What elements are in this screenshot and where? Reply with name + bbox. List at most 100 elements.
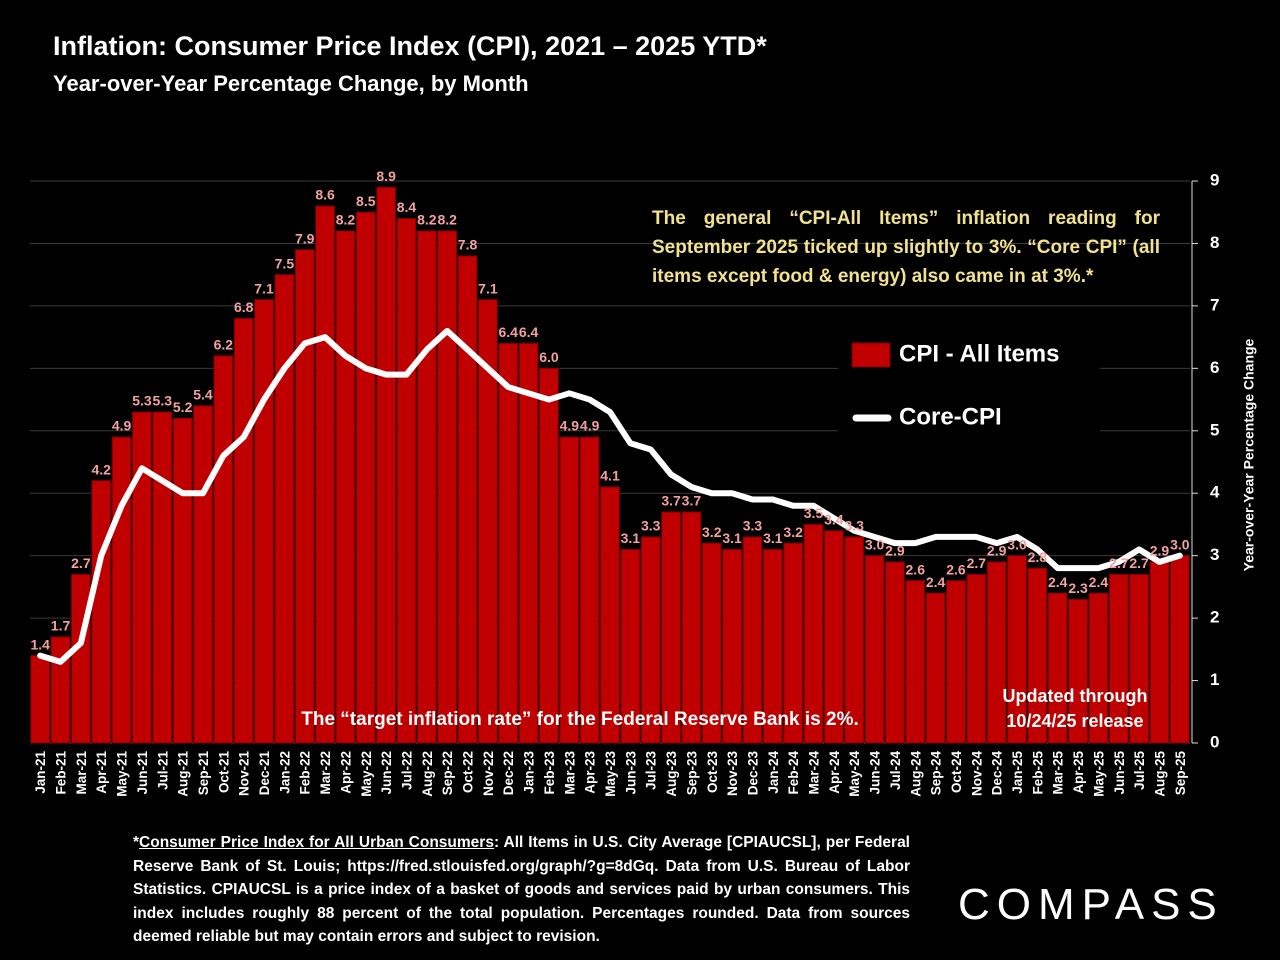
bar bbox=[478, 299, 498, 744]
legend-label: CPI - All Items bbox=[899, 340, 1059, 367]
bar bbox=[1027, 567, 1048, 744]
data-label: 4.9 bbox=[112, 418, 132, 434]
x-tick-label: Nov-22 bbox=[481, 751, 496, 796]
x-tick-label: Nov-24 bbox=[969, 751, 984, 797]
data-label: 5.2 bbox=[173, 399, 193, 415]
bar bbox=[254, 299, 274, 744]
bar bbox=[1047, 592, 1068, 744]
bar bbox=[885, 561, 905, 744]
logo: COMPASS bbox=[958, 880, 1224, 929]
y-axis-title: Year-over-Year Percentage Change bbox=[1241, 338, 1257, 571]
bar bbox=[111, 436, 132, 744]
data-label: 7.1 bbox=[478, 280, 498, 296]
x-tick-label: Mar-25 bbox=[1051, 751, 1066, 795]
x-tick-label: Jun-25 bbox=[1112, 751, 1127, 795]
x-tick-label: Sep-23 bbox=[684, 751, 699, 796]
x-tick-label: Apr-24 bbox=[827, 751, 842, 794]
x-tick-label: Dec-22 bbox=[501, 751, 516, 795]
chart-subtitle: Year-over-Year Percentage Change, by Mon… bbox=[53, 71, 529, 96]
bar bbox=[803, 523, 824, 744]
y-tick-label: 9 bbox=[1210, 170, 1219, 189]
bar bbox=[986, 561, 1007, 744]
bar bbox=[132, 411, 152, 744]
data-label: 7.9 bbox=[295, 230, 315, 246]
bar bbox=[355, 211, 376, 744]
footnote-mark: * bbox=[133, 834, 140, 851]
x-tick-label: Dec-24 bbox=[990, 751, 1005, 796]
data-label: 8.9 bbox=[376, 168, 396, 184]
x-tick-label: May-21 bbox=[115, 751, 130, 797]
data-label: 6.0 bbox=[539, 349, 559, 365]
core-cpi-line bbox=[37, 327, 1183, 665]
data-label: 3.3 bbox=[743, 518, 763, 534]
data-label: 5.3 bbox=[153, 393, 173, 409]
x-tick-label: Sep-24 bbox=[929, 751, 944, 796]
data-label: 3.1 bbox=[621, 530, 641, 546]
chart-title: Inflation: Consumer Price Index (CPI), 2… bbox=[53, 31, 767, 61]
footnote-source: Consumer Price Index for All Urban Consu… bbox=[139, 834, 494, 851]
data-label: 3.4 bbox=[824, 511, 844, 527]
x-tick-label: Jan-23 bbox=[522, 751, 537, 794]
bar bbox=[844, 536, 865, 744]
x-tick-label: Feb-23 bbox=[542, 751, 557, 795]
bar bbox=[376, 186, 397, 744]
x-tick-label: May-24 bbox=[847, 751, 862, 797]
x-tick-label: Jul-24 bbox=[888, 751, 903, 791]
x-tick-label: Apr-23 bbox=[583, 751, 598, 794]
bar bbox=[783, 542, 804, 744]
data-label: 3.3 bbox=[844, 518, 864, 534]
bar bbox=[864, 555, 885, 744]
x-tick-label: Mar-24 bbox=[807, 751, 822, 795]
x-tick-label: Nov-21 bbox=[237, 751, 252, 797]
x-tick-label: Jul-21 bbox=[155, 751, 170, 791]
x-tick-label: Dec-21 bbox=[257, 751, 272, 796]
x-tick-label: Jul-22 bbox=[399, 751, 414, 790]
y-tick-label: 8 bbox=[1210, 233, 1219, 252]
bar bbox=[416, 230, 437, 744]
data-label: 2.3 bbox=[1068, 580, 1088, 596]
data-label: 5.3 bbox=[132, 393, 152, 409]
x-tick-label: Apr-22 bbox=[338, 751, 353, 794]
data-label: 8.6 bbox=[315, 187, 335, 203]
bar bbox=[600, 486, 620, 744]
bar bbox=[233, 317, 254, 744]
bar bbox=[274, 274, 295, 744]
x-tick-label: Sep-25 bbox=[1173, 751, 1188, 796]
data-label: 5.4 bbox=[193, 387, 213, 403]
bar bbox=[396, 217, 417, 744]
data-label: 8.2 bbox=[437, 212, 457, 228]
data-label: 4.1 bbox=[600, 468, 620, 484]
x-tick-label: Feb-22 bbox=[298, 751, 313, 795]
data-label: 2.4 bbox=[1089, 574, 1109, 590]
data-label: 6.8 bbox=[234, 299, 254, 315]
y-tick-label: 4 bbox=[1210, 483, 1220, 502]
data-label: 4.9 bbox=[560, 418, 580, 434]
x-tick-label: Jun-24 bbox=[868, 751, 883, 795]
x-tick-label: Aug-23 bbox=[664, 751, 679, 797]
y-tick-label: 0 bbox=[1210, 732, 1219, 751]
y-tick-label: 6 bbox=[1210, 358, 1219, 377]
y-tick-label: 2 bbox=[1210, 608, 1219, 627]
x-tick-label: Oct-23 bbox=[705, 751, 720, 794]
x-tick-label: Apr-25 bbox=[1071, 751, 1086, 794]
bar bbox=[437, 230, 458, 744]
data-label: 3.1 bbox=[722, 530, 742, 546]
data-label: 2.9 bbox=[1150, 543, 1170, 559]
data-label: 3.5 bbox=[804, 505, 824, 521]
x-tick-label: Aug-25 bbox=[1152, 751, 1167, 797]
bar bbox=[823, 530, 844, 744]
bar bbox=[722, 548, 742, 744]
data-label: 2.8 bbox=[1028, 549, 1048, 565]
y-tick-label: 3 bbox=[1210, 545, 1219, 564]
data-label: 1.4 bbox=[30, 636, 50, 652]
data-label: 3.7 bbox=[682, 493, 702, 509]
bar bbox=[539, 367, 559, 744]
legend-swatch bbox=[851, 342, 891, 368]
x-tick-label: Feb-25 bbox=[1030, 751, 1045, 795]
bar bbox=[91, 480, 112, 744]
bar bbox=[681, 511, 702, 744]
data-label: 3.1 bbox=[763, 530, 783, 546]
data-label: 2.4 bbox=[1048, 574, 1068, 590]
legend-label: Core-CPI bbox=[899, 403, 1002, 430]
